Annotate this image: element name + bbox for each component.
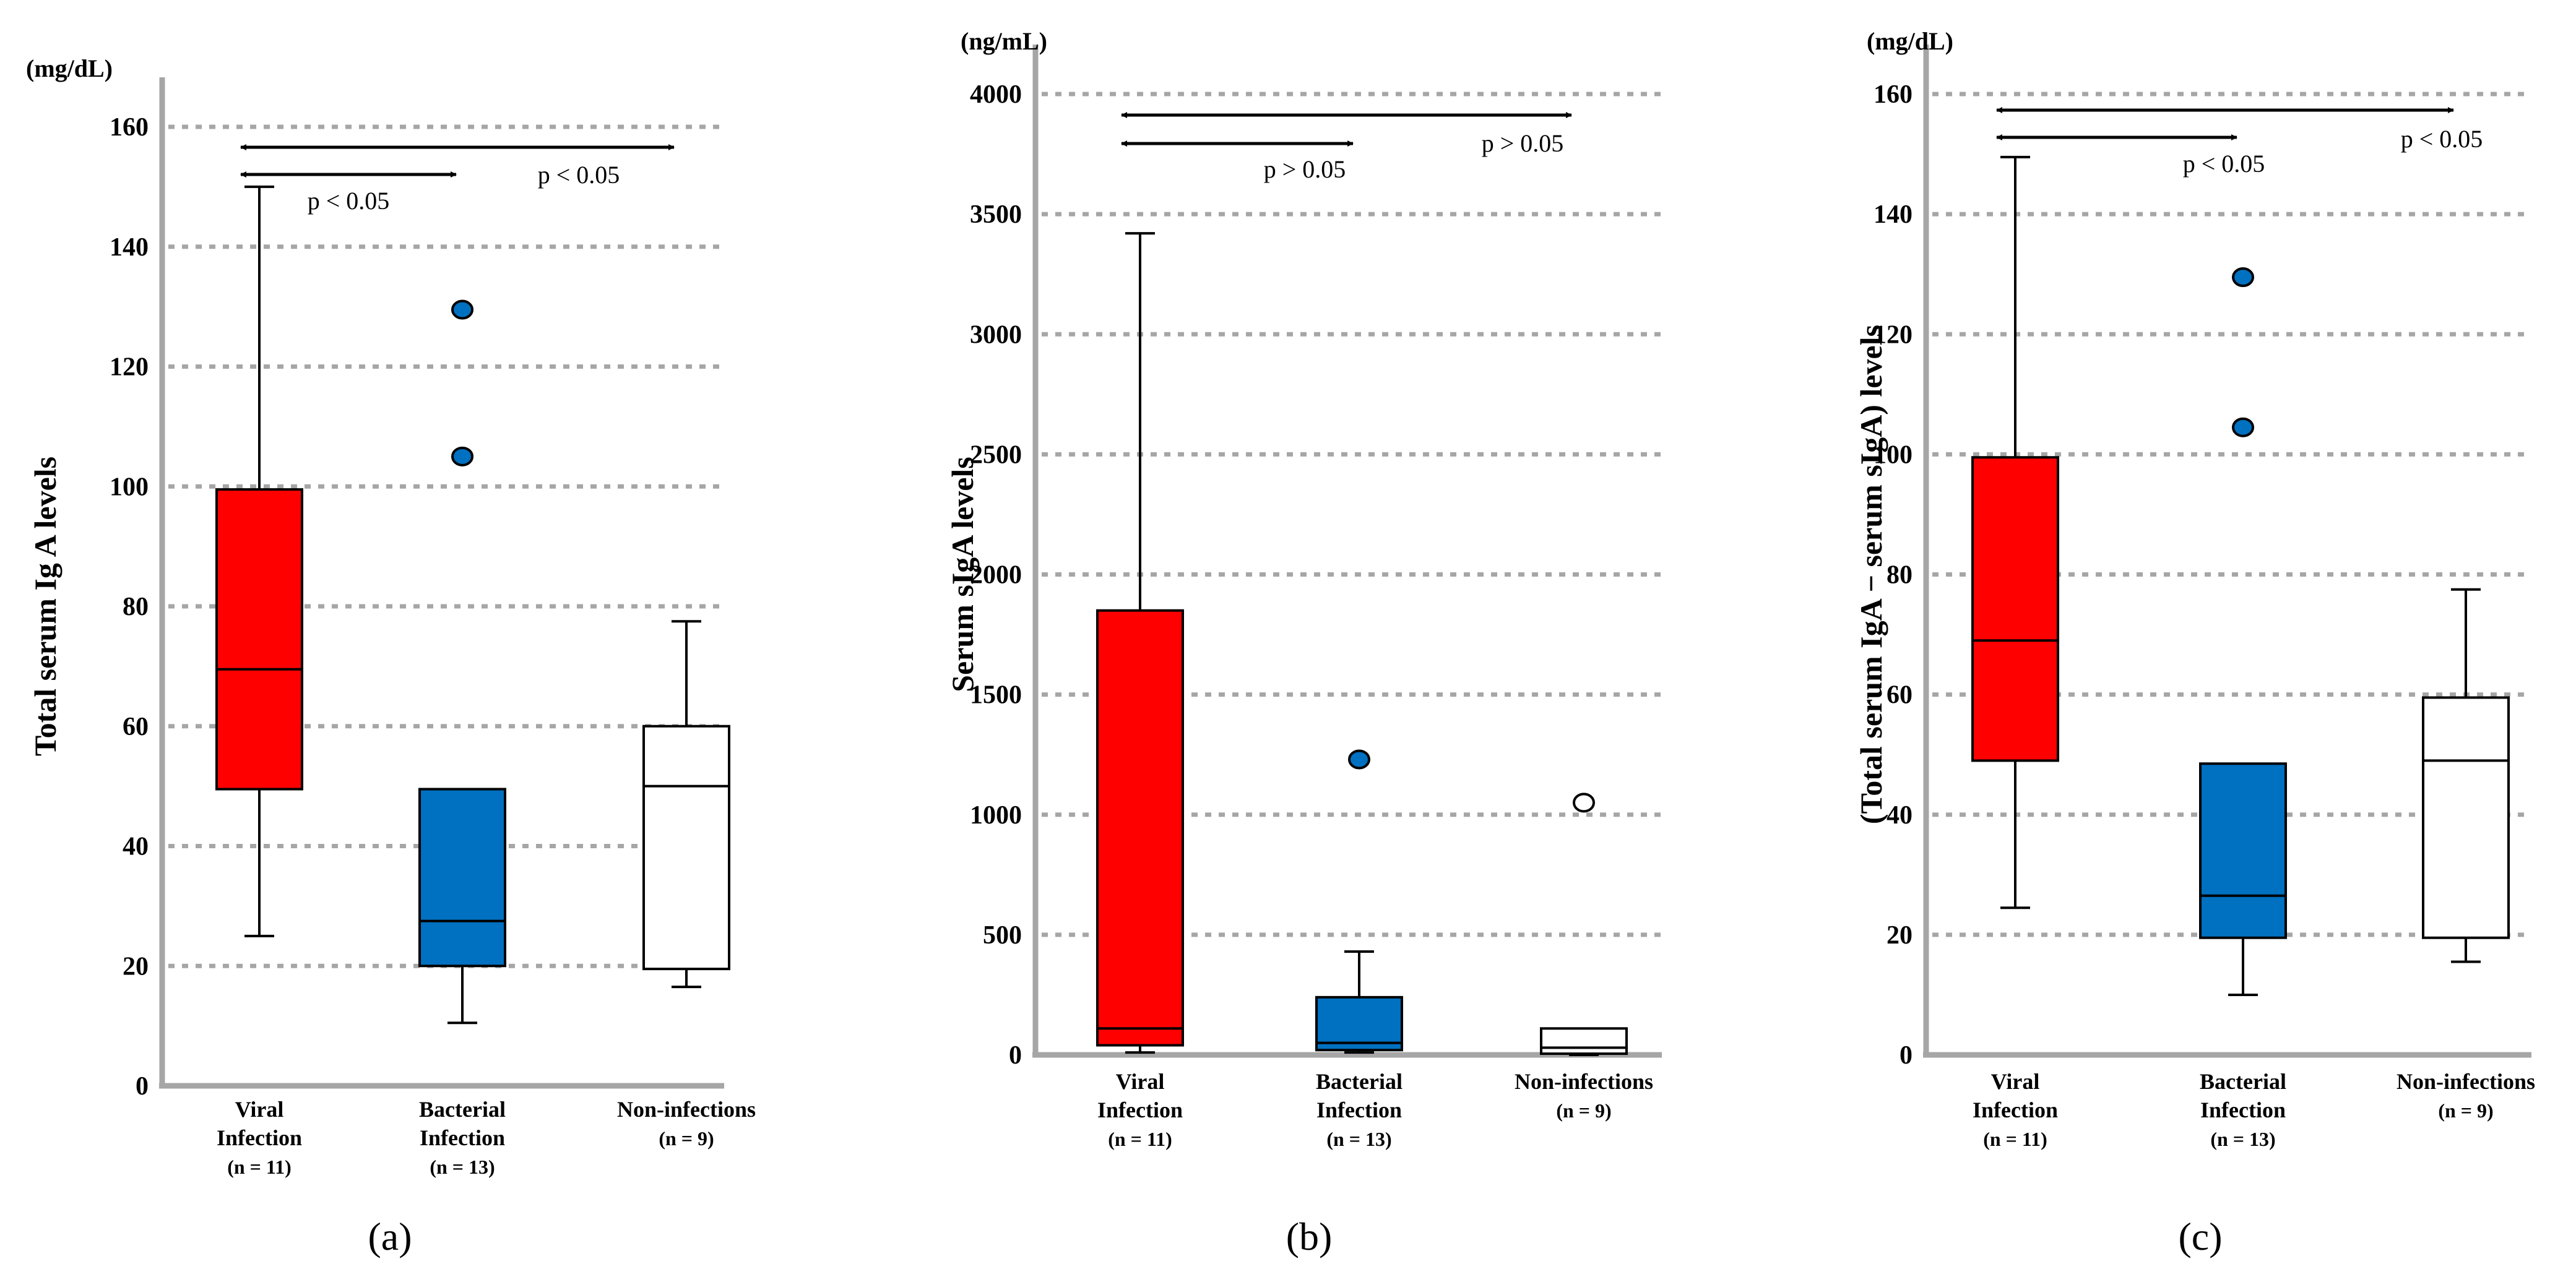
category-label: Viral bbox=[1116, 1069, 1165, 1094]
y-tick-label: 140 bbox=[1874, 200, 1913, 229]
box-viral bbox=[215, 185, 303, 937]
chart-panel-b: 0 500 1000 1500 2000 2500 3000 3500 4000 (ng/mL) S… bbox=[945, 27, 1662, 1258]
category-label: Infection bbox=[1316, 1098, 1402, 1122]
box-body bbox=[1315, 995, 1403, 1052]
y-tick-label: 160 bbox=[110, 113, 149, 142]
box-body bbox=[2199, 762, 2287, 939]
y-tick-label: 80 bbox=[123, 593, 149, 621]
y-tick-label: 2000 bbox=[970, 561, 1022, 590]
category-n-label: (n = 13) bbox=[2210, 1128, 2275, 1150]
box-non-infection bbox=[642, 620, 730, 989]
p-value-label: p < 0.05 bbox=[538, 161, 620, 189]
y-tick-label: 40 bbox=[1887, 801, 1913, 830]
y-tick-label: 80 bbox=[1887, 561, 1913, 590]
y-tick-label: 60 bbox=[1887, 681, 1913, 710]
box-viral bbox=[1096, 232, 1184, 1054]
category-label: Non-infections bbox=[617, 1097, 756, 1122]
box-viral bbox=[1971, 155, 2059, 909]
chart-panel-c: 0 20 40 60 80 100 120 140 160 (mg/dL) (Total serum… bbox=[1854, 27, 2535, 1258]
outlier-point bbox=[1348, 749, 1370, 770]
y-tick-label: 140 bbox=[110, 233, 149, 262]
category-label: Infection bbox=[420, 1125, 505, 1150]
y-axis-title: (Total serum IgA − serum sIgA) levels bbox=[1854, 325, 1888, 824]
y-tick-label: 40 bbox=[123, 833, 149, 861]
y-tick-label: 120 bbox=[110, 353, 149, 382]
y-tick-label: 3000 bbox=[970, 320, 1022, 349]
y-tick-label: 4000 bbox=[970, 80, 1022, 109]
y-tick-label: 100 bbox=[1874, 441, 1913, 469]
category-n-label: (n = 9) bbox=[1556, 1099, 1611, 1122]
y-tick-label: 1000 bbox=[970, 801, 1022, 830]
category-label: Viral bbox=[235, 1097, 284, 1122]
y-tick-label: 500 bbox=[983, 921, 1022, 950]
box-body bbox=[1971, 456, 2059, 762]
outlier-point bbox=[451, 299, 473, 320]
category-n-label: (n = 13) bbox=[1326, 1128, 1391, 1150]
category-label: Infection bbox=[217, 1125, 302, 1150]
outlier-point bbox=[2232, 267, 2254, 288]
y-tick-label: 160 bbox=[1874, 80, 1913, 109]
box-body bbox=[418, 788, 506, 968]
y-axis-title: Serum sIgA levels bbox=[945, 457, 980, 692]
category-n-label: (n = 13) bbox=[430, 1156, 495, 1178]
p-value-label: p < 0.05 bbox=[2183, 150, 2265, 178]
category-n-label: (n = 9) bbox=[2438, 1099, 2493, 1122]
category-n-label: (n = 9) bbox=[659, 1127, 714, 1150]
category-label: Non-infections bbox=[2397, 1069, 2535, 1094]
category-label: Viral bbox=[1991, 1069, 2040, 1094]
box-body bbox=[215, 488, 303, 791]
panel-label: (b) bbox=[1286, 1215, 1333, 1258]
box-body bbox=[2422, 696, 2510, 939]
p-value-label: p > 0.05 bbox=[1264, 155, 1346, 183]
box-body bbox=[1540, 1027, 1628, 1056]
panel-label: (c) bbox=[2178, 1215, 2222, 1258]
y-tick-label: 0 bbox=[1009, 1041, 1022, 1070]
box-non-infection bbox=[1540, 793, 1628, 1056]
category-label: Non-infections bbox=[1515, 1069, 1653, 1094]
category-label: Bacterial bbox=[2200, 1069, 2286, 1094]
category-n-label: (n = 11) bbox=[1983, 1128, 2047, 1150]
box-body bbox=[642, 724, 730, 971]
p-value-label: p < 0.05 bbox=[2401, 125, 2483, 153]
category-label: Infection bbox=[2200, 1098, 2286, 1122]
box-bacterial bbox=[418, 299, 506, 1025]
y-tick-label: 1500 bbox=[970, 681, 1022, 710]
y-tick-label: 120 bbox=[1874, 320, 1913, 349]
category-label: Infection bbox=[1097, 1098, 1183, 1122]
y-unit-label: (mg/dL) bbox=[1867, 27, 1953, 55]
box-bacterial bbox=[2199, 267, 2287, 996]
y-tick-label: 60 bbox=[123, 713, 149, 741]
y-tick-label: 2500 bbox=[970, 441, 1022, 469]
category-label: Bacterial bbox=[419, 1097, 506, 1122]
category-n-label: (n = 11) bbox=[227, 1156, 292, 1178]
p-value-label: p < 0.05 bbox=[308, 187, 390, 215]
y-tick-label: 20 bbox=[123, 952, 149, 981]
y-axis-title: Total serum Ig A levels bbox=[28, 457, 63, 756]
y-tick-label: 0 bbox=[136, 1072, 149, 1101]
y-unit-label: (mg/dL) bbox=[26, 54, 113, 82]
outlier-point bbox=[1573, 793, 1595, 813]
category-n-label: (n = 11) bbox=[1108, 1128, 1172, 1150]
box-body bbox=[1096, 609, 1184, 1047]
outlier-point bbox=[451, 446, 473, 467]
box-bacterial bbox=[1315, 749, 1403, 1054]
box-non-infection bbox=[2422, 588, 2510, 963]
y-tick-label: 0 bbox=[1900, 1041, 1913, 1070]
p-value-label: p > 0.05 bbox=[1482, 129, 1564, 157]
y-tick-label: 20 bbox=[1887, 921, 1913, 950]
panel-label: (a) bbox=[368, 1215, 412, 1258]
outlier-point bbox=[2232, 417, 2254, 437]
y-unit-label: (ng/mL) bbox=[961, 27, 1047, 55]
chart-panel-a: 0 20 40 60 80 100 120 140 160 (mg/dL) Total serum … bbox=[26, 54, 756, 1258]
y-tick-label: 100 bbox=[110, 473, 149, 501]
y-tick-label: 3500 bbox=[970, 200, 1022, 229]
category-label: Bacterial bbox=[1316, 1069, 1403, 1094]
category-label: Infection bbox=[1973, 1098, 2058, 1122]
